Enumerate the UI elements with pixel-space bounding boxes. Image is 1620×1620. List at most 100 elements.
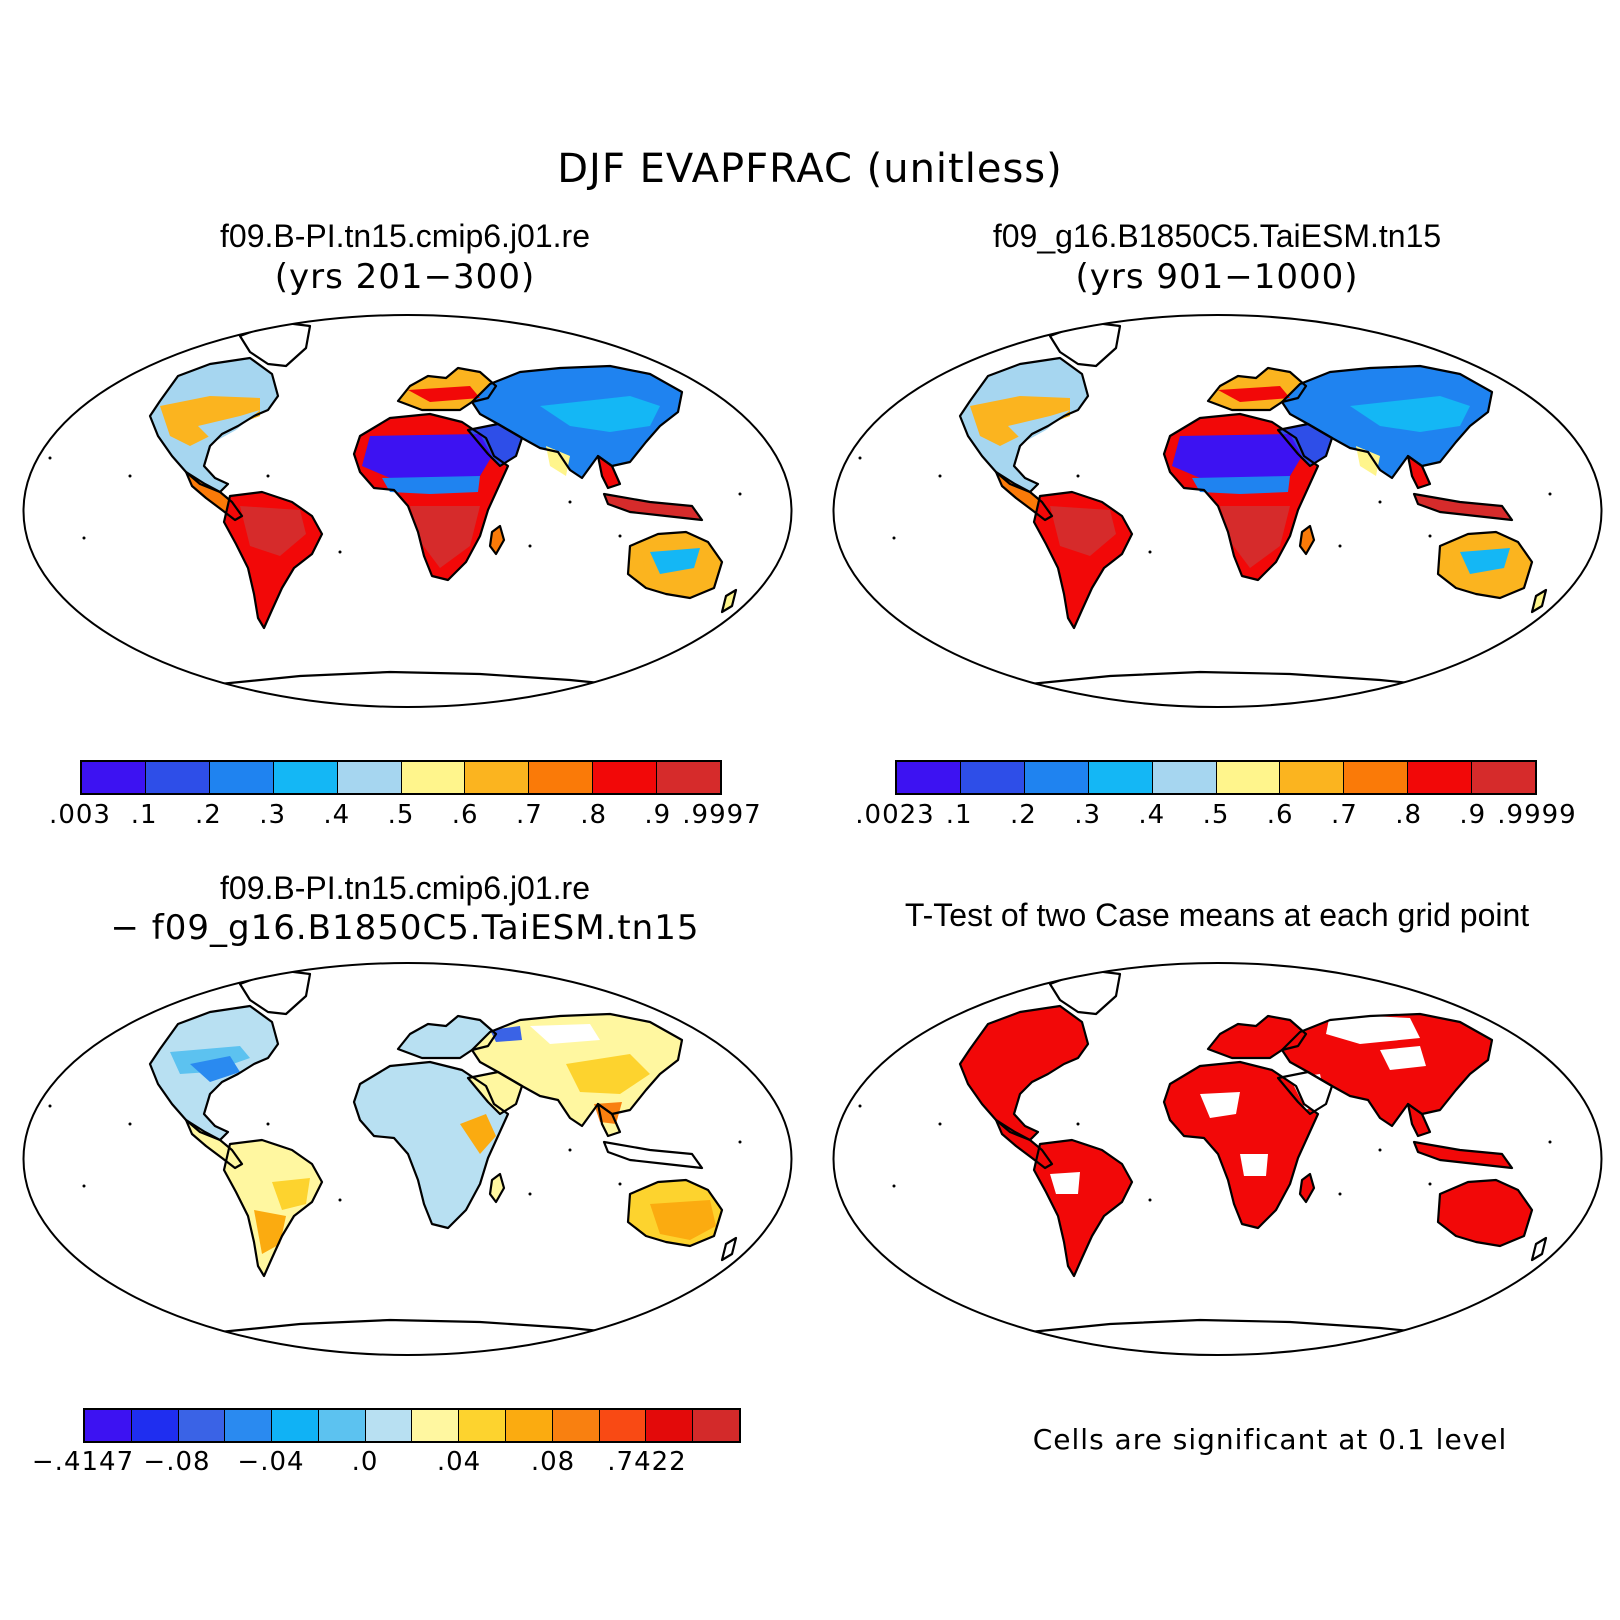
colorbar-tick-label: −.4147 <box>31 1447 135 1477</box>
island <box>128 1122 132 1126</box>
field-patch <box>1220 506 1290 568</box>
coastline-asia <box>470 364 684 480</box>
colorbar-box <box>529 762 594 793</box>
field-patch <box>1172 434 1302 482</box>
island <box>82 1184 86 1188</box>
colorbar-tick-label: .2 <box>1009 800 1037 830</box>
land-europe <box>1208 1016 1306 1058</box>
island <box>1338 544 1342 548</box>
coastline-australia <box>1436 530 1534 600</box>
colorbar-box <box>365 1410 413 1441</box>
coastline-northAmerica <box>958 356 1090 494</box>
map-boundary <box>832 962 1603 1356</box>
coastline-northAmerica <box>148 356 280 494</box>
field-patch <box>540 396 660 432</box>
field-patch <box>1356 446 1380 476</box>
colorbar-tick-label: .6 <box>451 800 479 830</box>
panel-3-subtitle: − f09_g16.B1850C5.TaiESM.tn15 <box>110 908 700 948</box>
field-patch <box>1008 410 1070 442</box>
coastline-asia <box>1280 1012 1494 1128</box>
coastline-madagascar <box>488 1172 506 1204</box>
island <box>1548 492 1552 496</box>
land-europe <box>398 1016 496 1058</box>
colorbar-box <box>178 1410 226 1441</box>
colorbar-box <box>1088 762 1153 793</box>
coastline-madagascar <box>1298 1172 1316 1204</box>
coastline-southAmerica <box>1032 1138 1134 1278</box>
field-patch <box>272 1178 310 1210</box>
colorbar-tick-label: .7422 <box>607 1447 687 1477</box>
coastline-europe <box>1206 366 1308 412</box>
island <box>128 474 132 478</box>
field-patch <box>1380 1046 1426 1070</box>
colorbar-box <box>273 762 338 793</box>
field-patch <box>160 396 260 446</box>
land-indonesia <box>1414 494 1512 520</box>
colorbar-tick-label: .8 <box>580 800 607 830</box>
field-patch <box>198 410 260 442</box>
colorbar-tick-label: .1 <box>130 800 158 830</box>
coastline-africa <box>352 412 510 582</box>
colorbar-box <box>225 1410 273 1441</box>
colorbar-box <box>1408 762 1473 793</box>
island <box>938 1122 942 1126</box>
colorbar-tick-label: .6 <box>1266 800 1294 830</box>
colorbar-tick-label: .8 <box>1395 800 1422 830</box>
colorbar-tick-label: .0 <box>351 1447 379 1477</box>
colorbar-box <box>209 762 274 793</box>
colorbar-tick-label: .003 <box>49 800 111 830</box>
island <box>1548 1140 1552 1144</box>
island <box>1148 1198 1152 1202</box>
panel-2-title: f09_g16.B1850C5.TaiESM.tn15 <box>992 218 1442 254</box>
colorbar-box <box>459 1410 507 1441</box>
coastline-seAsia <box>596 1102 622 1138</box>
coastline-northAmerica <box>148 1004 280 1142</box>
coastline-nz <box>1530 588 1548 614</box>
colorbar-box <box>599 1410 647 1441</box>
coastline-australia <box>626 1178 724 1248</box>
field-patch <box>1050 1172 1080 1194</box>
island <box>892 536 896 540</box>
island <box>1076 1122 1080 1126</box>
field-patch <box>240 506 306 556</box>
coastline-europe <box>396 1014 498 1060</box>
land-africa <box>354 1062 508 1228</box>
colorbar-tick-label: .0023 <box>855 800 935 830</box>
island <box>1076 474 1080 478</box>
colorbar-box <box>82 762 146 793</box>
land-northAmerica <box>960 1006 1088 1140</box>
panel-1-colorbar <box>80 760 722 795</box>
colorbar-box <box>646 1410 694 1441</box>
field-patch <box>1326 1014 1420 1044</box>
panel-2-colorbar <box>895 760 1537 795</box>
colorbar-box <box>593 762 658 793</box>
colorbar-tick-label: .08 <box>530 1447 576 1477</box>
colorbar-box <box>85 1410 132 1441</box>
coastline-centralAmerica <box>994 1118 1054 1170</box>
island <box>338 1198 342 1202</box>
panel-1-map <box>10 306 805 716</box>
colorbar-tick-label: .9 <box>644 800 672 830</box>
coastline-nz <box>720 588 738 614</box>
field-patch <box>566 1054 650 1094</box>
land-madagascar <box>1300 1174 1314 1202</box>
island <box>338 550 342 554</box>
field-patch <box>362 434 492 482</box>
island <box>48 1104 52 1108</box>
colorbar-box <box>1152 762 1217 793</box>
field-patch <box>1290 1074 1326 1110</box>
island <box>788 1202 792 1206</box>
coastline-indonesia <box>1412 1140 1514 1170</box>
coastline-asia <box>1280 364 1494 480</box>
island <box>858 456 862 460</box>
coastline-seAsia <box>596 454 622 490</box>
island <box>1148 550 1152 554</box>
field-patch <box>650 548 700 574</box>
panel-4-significance-note: Cells are significant at 0.1 level <box>1032 1423 1508 1456</box>
field-patch <box>1240 1154 1268 1176</box>
coastline-northAmerica <box>958 1004 1090 1142</box>
panel-1-title: f09.B-PI.tn15.cmip6.j01.re <box>220 218 590 254</box>
island <box>738 1140 742 1144</box>
coastline-europe <box>1206 1014 1308 1060</box>
panel-2-map <box>820 306 1615 716</box>
